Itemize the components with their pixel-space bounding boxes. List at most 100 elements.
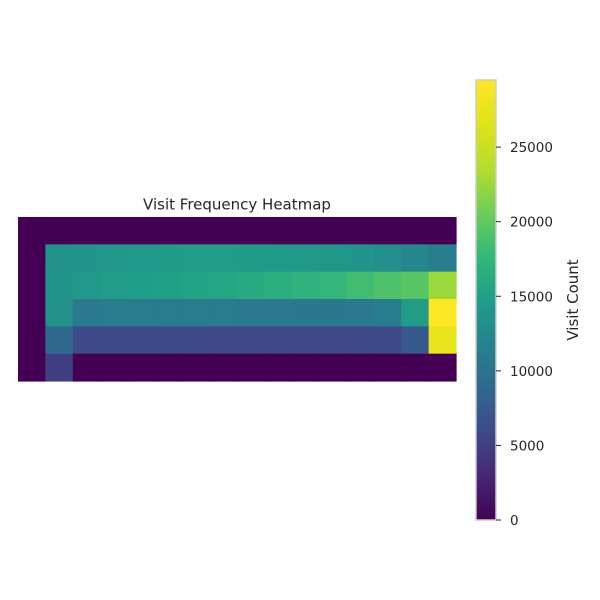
colorbar-tick-label: 0 bbox=[510, 513, 519, 529]
heatmap-cell bbox=[209, 271, 238, 300]
heatmap-cell bbox=[45, 244, 74, 273]
heatmap-cell bbox=[18, 217, 46, 245]
colorbar bbox=[475, 79, 497, 521]
heatmap-cell bbox=[18, 353, 46, 382]
colorbar-tick-label: 20000 bbox=[510, 215, 553, 231]
heatmap-cell bbox=[346, 326, 375, 355]
heatmap-cell bbox=[373, 299, 402, 327]
heatmap-cell bbox=[237, 244, 265, 273]
heatmap-cell bbox=[428, 271, 457, 300]
heatmap-cell bbox=[127, 353, 156, 382]
heatmap-cell bbox=[127, 299, 156, 327]
heatmap-cell bbox=[291, 244, 320, 273]
heatmap-cell bbox=[264, 217, 293, 245]
heatmap-cell bbox=[154, 244, 183, 273]
heatmap-cell bbox=[401, 299, 430, 327]
heatmap-cell bbox=[237, 271, 265, 300]
heatmap-cell bbox=[319, 217, 348, 245]
colorbar-tick-label: 15000 bbox=[510, 289, 553, 305]
heatmap-cell bbox=[100, 326, 129, 355]
heatmap-cell bbox=[373, 326, 402, 355]
colorbar-label: Visit Count bbox=[564, 259, 582, 340]
colorbar-tick-label: 5000 bbox=[510, 438, 544, 454]
heatmap-cell bbox=[72, 299, 101, 327]
heatmap-cell bbox=[127, 271, 156, 300]
heatmap-cell bbox=[209, 299, 238, 327]
heatmap-cell bbox=[127, 326, 156, 355]
heatmap-cell bbox=[428, 244, 457, 273]
heatmap-cell bbox=[319, 299, 348, 327]
heatmap-cell bbox=[264, 299, 293, 327]
heatmap-cell bbox=[18, 271, 46, 300]
heatmap-cell bbox=[428, 217, 457, 245]
heatmap-cell bbox=[182, 244, 211, 273]
heatmap-cell bbox=[209, 353, 238, 382]
heatmap-cell bbox=[291, 271, 320, 300]
heatmap-cell bbox=[182, 271, 211, 300]
heatmap-cell bbox=[291, 326, 320, 355]
colorbar-tick-label: 25000 bbox=[510, 140, 553, 156]
heatmap-cell bbox=[182, 353, 211, 382]
heatmap-cell bbox=[346, 271, 375, 300]
heatmap-cell bbox=[72, 244, 101, 273]
heatmap-cell bbox=[209, 326, 238, 355]
heatmap-cell bbox=[18, 299, 46, 327]
heatmap-cell bbox=[291, 353, 320, 382]
heatmap-cell bbox=[182, 217, 211, 245]
chart-title: Visit Frequency Heatmap bbox=[143, 196, 331, 214]
heatmap-grid bbox=[18, 217, 457, 382]
heatmap-cell bbox=[72, 217, 101, 245]
heatmap-cell bbox=[346, 244, 375, 273]
heatmap-cell bbox=[209, 217, 238, 245]
heatmap-cell bbox=[154, 326, 183, 355]
heatmap-cell bbox=[319, 353, 348, 382]
heatmap-cell bbox=[428, 299, 457, 327]
heatmap-cell bbox=[346, 353, 375, 382]
heatmap-cell bbox=[346, 299, 375, 327]
heatmap-cell bbox=[182, 299, 211, 327]
heatmap-cell bbox=[45, 271, 74, 300]
heatmap-cell bbox=[182, 326, 211, 355]
heatmap-cell bbox=[100, 299, 129, 327]
heatmap-cell bbox=[45, 299, 74, 327]
heatmap-cell bbox=[346, 217, 375, 245]
colorbar-ticks: 0 5000 10000 15000 20000 25000 bbox=[496, 140, 553, 529]
heatmap-cell bbox=[237, 353, 265, 382]
heatmap-cell bbox=[127, 217, 156, 245]
heatmap-cell bbox=[237, 217, 265, 245]
heatmap-cell bbox=[373, 217, 402, 245]
heatmap-cell bbox=[373, 244, 402, 273]
heatmap-cell bbox=[428, 326, 457, 355]
heatmap-cell bbox=[401, 326, 430, 355]
heatmap-cell bbox=[18, 244, 46, 273]
heatmap-cell bbox=[237, 299, 265, 327]
heatmap-cell bbox=[100, 217, 129, 245]
heatmap-cell bbox=[72, 353, 101, 382]
heatmap-cell bbox=[154, 271, 183, 300]
heatmap-cell bbox=[319, 326, 348, 355]
heatmap-cell bbox=[18, 326, 46, 355]
heatmap-cell bbox=[401, 353, 430, 382]
heatmap-cell bbox=[401, 244, 430, 273]
heatmap-cell bbox=[237, 326, 265, 355]
heatmap-cell bbox=[373, 271, 402, 300]
heatmap-cell bbox=[100, 244, 129, 273]
heatmap-cell bbox=[100, 353, 129, 382]
heatmap-cell bbox=[45, 353, 74, 382]
heatmap-cell bbox=[319, 244, 348, 273]
heatmap-cell bbox=[264, 271, 293, 300]
heatmap-cell bbox=[264, 244, 293, 273]
heatmap-cell bbox=[154, 217, 183, 245]
heatmap-cell bbox=[100, 271, 129, 300]
heatmap-cell bbox=[319, 271, 348, 300]
heatmap-cell bbox=[264, 353, 293, 382]
heatmap-cell bbox=[401, 271, 430, 300]
heatmap-cell bbox=[401, 217, 430, 245]
heatmap-cell bbox=[72, 326, 101, 355]
heatmap-cell bbox=[127, 244, 156, 273]
heatmap-cell bbox=[45, 217, 74, 245]
heatmap-cell bbox=[264, 326, 293, 355]
heatmap-cell bbox=[154, 299, 183, 327]
colorbar-tick-label: 10000 bbox=[510, 364, 553, 380]
